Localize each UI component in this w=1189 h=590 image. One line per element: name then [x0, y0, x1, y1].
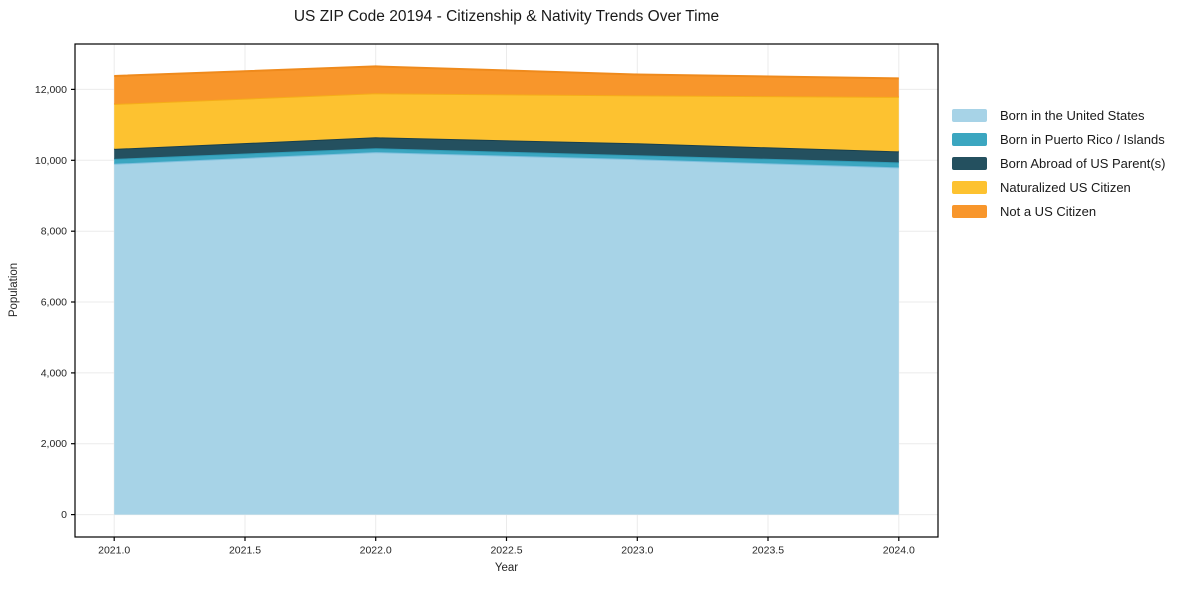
x-tick-label: 2024.0 [883, 545, 915, 557]
y-axis-label: Population [8, 262, 20, 318]
area-series-4-topline [114, 65, 899, 80]
y-tick-label: 6,000 [41, 297, 67, 309]
x-tick-label: 2023.0 [621, 545, 653, 557]
y-tick-label: 4,000 [41, 367, 67, 379]
legend-item: Not a US Citizen [952, 199, 1165, 223]
legend-item: Born in the United States [952, 103, 1165, 127]
area-series-1 [114, 148, 899, 168]
legend-swatch [952, 108, 987, 122]
area-series-3 [114, 93, 899, 152]
x-tick-label: 2021.0 [98, 545, 130, 557]
legend-swatch [952, 204, 987, 218]
legend-swatch [952, 132, 987, 146]
legend-item: Naturalized US Citizen [952, 175, 1165, 199]
legend-swatch [952, 180, 987, 194]
x-tick-label: 2022.5 [490, 545, 522, 557]
legend-swatch [952, 156, 987, 170]
legend-item: Born in Puerto Rico / Islands [952, 127, 1165, 151]
area-series-2 [114, 137, 899, 163]
legend-label: Born Abroad of US Parent(s) [1000, 155, 1166, 171]
y-tick-label: 10,000 [35, 155, 67, 167]
chart-title: US ZIP Code 20194 - Citizenship & Nativi… [293, 8, 720, 25]
y-tick-label: 12,000 [35, 84, 67, 96]
x-tick-label: 2021.5 [229, 545, 261, 557]
legend: Born in the United States Born in Puerto … [952, 103, 1165, 223]
y-tick-label: 8,000 [41, 226, 67, 238]
y-tick-label: 2,000 [41, 438, 67, 450]
y-tick-label: 0 [61, 509, 67, 521]
legend-label: Born in the United States [1000, 107, 1145, 123]
area-series-0 [114, 152, 899, 515]
legend-label: Naturalized US Citizen [1000, 179, 1131, 195]
legend-item: Born Abroad of US Parent(s) [952, 151, 1165, 175]
x-axis-label: Year [494, 562, 519, 574]
x-tick-label: 2022.0 [360, 545, 392, 557]
x-tick-label: 2023.5 [752, 545, 784, 557]
legend-label: Born in Puerto Rico / Islands [1000, 131, 1165, 147]
legend-label: Not a US Citizen [1000, 203, 1097, 219]
